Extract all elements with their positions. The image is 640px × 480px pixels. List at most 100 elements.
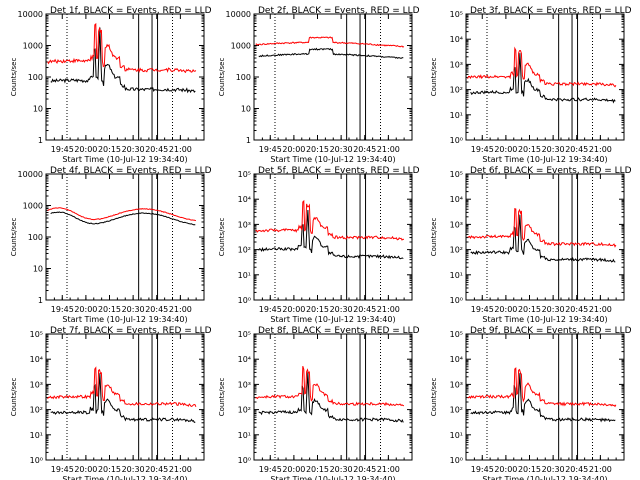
y-tick-label: 10⁴	[238, 195, 251, 204]
y-tick-label: 10⁴	[238, 355, 251, 364]
x-axis-label: Start Time (10-Jul-12 19:34:40)	[270, 315, 395, 324]
y-tick-label: 10⁵	[450, 330, 463, 339]
y-tick-label: 10³	[450, 380, 463, 389]
y-tick-label: 10¹	[238, 271, 251, 280]
y-tick-label: 10⁰	[450, 456, 463, 465]
x-tick-label: 20:30	[122, 465, 145, 474]
chart-title: Det 1f, BLACK = Events, RED = LLD	[50, 6, 212, 16]
y-tick-label: 10	[33, 265, 43, 274]
x-tick-label: 20:15	[518, 305, 541, 314]
x-tick-label: 21:00	[169, 305, 192, 314]
series-line-lld	[467, 367, 617, 408]
y-tick-label: 10⁰	[30, 456, 43, 465]
x-tick-label: 20:30	[542, 145, 565, 154]
series-line-events	[470, 53, 616, 104]
x-axis-label: Start Time (10-Jul-12 19:34:40)	[270, 475, 395, 480]
plot-frame	[45, 173, 205, 301]
y-tick-label: 10⁴	[450, 355, 463, 364]
y-tick-label: 10⁵	[238, 170, 251, 179]
y-tick-label: 10000	[18, 170, 43, 179]
x-tick-label: 21:00	[377, 465, 400, 474]
x-tick-label: 20:30	[330, 145, 353, 154]
y-tick-label: 10¹	[450, 271, 463, 280]
y-tick-label: 10⁴	[450, 35, 463, 44]
x-tick-label: 20:00	[494, 465, 517, 474]
x-axis-label: Start Time (10-Jul-12 19:34:40)	[482, 315, 607, 324]
series-line-lld	[467, 46, 617, 88]
x-tick-label: 20:30	[122, 145, 145, 154]
y-tick-label: 10³	[450, 220, 463, 229]
chart-panel-1: Det 1f, BLACK = Events, RED = LLD 1 10 100 1…	[10, 6, 212, 164]
chart-title: Det 6f, BLACK = Events, RED = LLD	[470, 166, 632, 176]
x-tick-label: 20:30	[330, 305, 353, 314]
series-line-lld	[47, 366, 197, 407]
plot-frame	[45, 13, 205, 141]
x-tick-label: 19:45	[259, 465, 282, 474]
x-tick-label: 20:45	[145, 465, 168, 474]
chart-title: Det 2f, BLACK = Events, RED = LLD	[258, 6, 420, 16]
chart-title: Det 9f, BLACK = Events, RED = LLD	[470, 326, 632, 336]
y-tick-label: 10³	[450, 60, 463, 69]
x-tick-label: 20:15	[306, 465, 329, 474]
y-axis-label: Counts/sec	[218, 378, 226, 417]
x-tick-label: 21:00	[589, 145, 612, 154]
y-tick-label: 100	[28, 233, 43, 242]
series-line-lld	[255, 365, 405, 407]
x-tick-label: 20:15	[98, 305, 121, 314]
x-tick-label: 19:45	[471, 465, 494, 474]
y-tick-label: 1000	[23, 202, 43, 211]
x-tick-label: 19:45	[259, 145, 282, 154]
y-tick-label: 100	[236, 73, 251, 82]
y-axis-label: Counts/sec	[10, 218, 18, 257]
x-tick-label: 20:00	[74, 305, 97, 314]
chart-panel-6: Det 6f, BLACK = Events, RED = LLD 10⁰ 10¹ 1…	[430, 166, 632, 324]
x-tick-label: 20:45	[145, 305, 168, 314]
y-tick-label: 10³	[238, 380, 251, 389]
x-tick-label: 20:00	[494, 305, 517, 314]
y-tick-label: 10⁵	[238, 330, 251, 339]
y-tick-label: 1	[38, 296, 43, 305]
x-tick-label: 20:30	[542, 305, 565, 314]
y-tick-label: 10²	[30, 406, 43, 415]
chart-title: Det 3f, BLACK = Events, RED = LLD	[470, 6, 632, 16]
y-tick-label: 10⁰	[238, 296, 251, 305]
x-tick-label: 21:00	[589, 305, 612, 314]
x-tick-label: 19:45	[51, 305, 74, 314]
y-tick-label: 1	[246, 136, 251, 145]
series-line-events	[50, 373, 196, 423]
y-tick-label: 10⁰	[450, 296, 463, 305]
y-axis-label: Counts/sec	[10, 378, 18, 417]
y-tick-label: 10¹	[450, 431, 463, 440]
y-axis-label: Counts/sec	[430, 58, 438, 97]
chart-title: Det 4f, BLACK = Events, RED = LLD	[50, 166, 212, 176]
y-tick-label: 10²	[238, 406, 251, 415]
y-tick-label: 10³	[238, 220, 251, 229]
y-tick-label: 10²	[450, 406, 463, 415]
plot-frame	[253, 13, 413, 141]
y-tick-label: 10¹	[450, 111, 463, 120]
y-tick-label: 10⁰	[450, 136, 463, 145]
x-tick-label: 20:00	[74, 465, 97, 474]
x-tick-label: 19:45	[51, 465, 74, 474]
y-tick-label: 10	[241, 105, 251, 114]
x-tick-label: 20:15	[98, 465, 121, 474]
y-tick-label: 10²	[450, 246, 463, 255]
x-tick-label: 20:45	[565, 465, 588, 474]
chart-panel-8: Det 8f, BLACK = Events, RED = LLD 10⁰ 10¹ 1…	[218, 326, 420, 480]
x-tick-label: 21:00	[589, 465, 612, 474]
series-line-lld	[255, 36, 405, 48]
y-axis-label: Counts/sec	[430, 378, 438, 417]
x-tick-label: 20:45	[565, 145, 588, 154]
x-tick-label: 20:00	[74, 145, 97, 154]
series-line-events	[470, 373, 616, 423]
x-tick-label: 20:45	[565, 305, 588, 314]
chart-panel-9: Det 9f, BLACK = Events, RED = LLD 10⁰ 10¹ 1…	[430, 326, 632, 480]
x-tick-label: 20:15	[518, 145, 541, 154]
x-tick-label: 20:45	[353, 145, 376, 154]
series-line-events	[470, 214, 616, 263]
y-tick-label: 10000	[226, 10, 251, 19]
series-line-events	[258, 47, 404, 59]
x-tick-label: 20:00	[494, 145, 517, 154]
x-tick-label: 20:30	[330, 465, 353, 474]
y-tick-label: 1000	[231, 42, 251, 51]
